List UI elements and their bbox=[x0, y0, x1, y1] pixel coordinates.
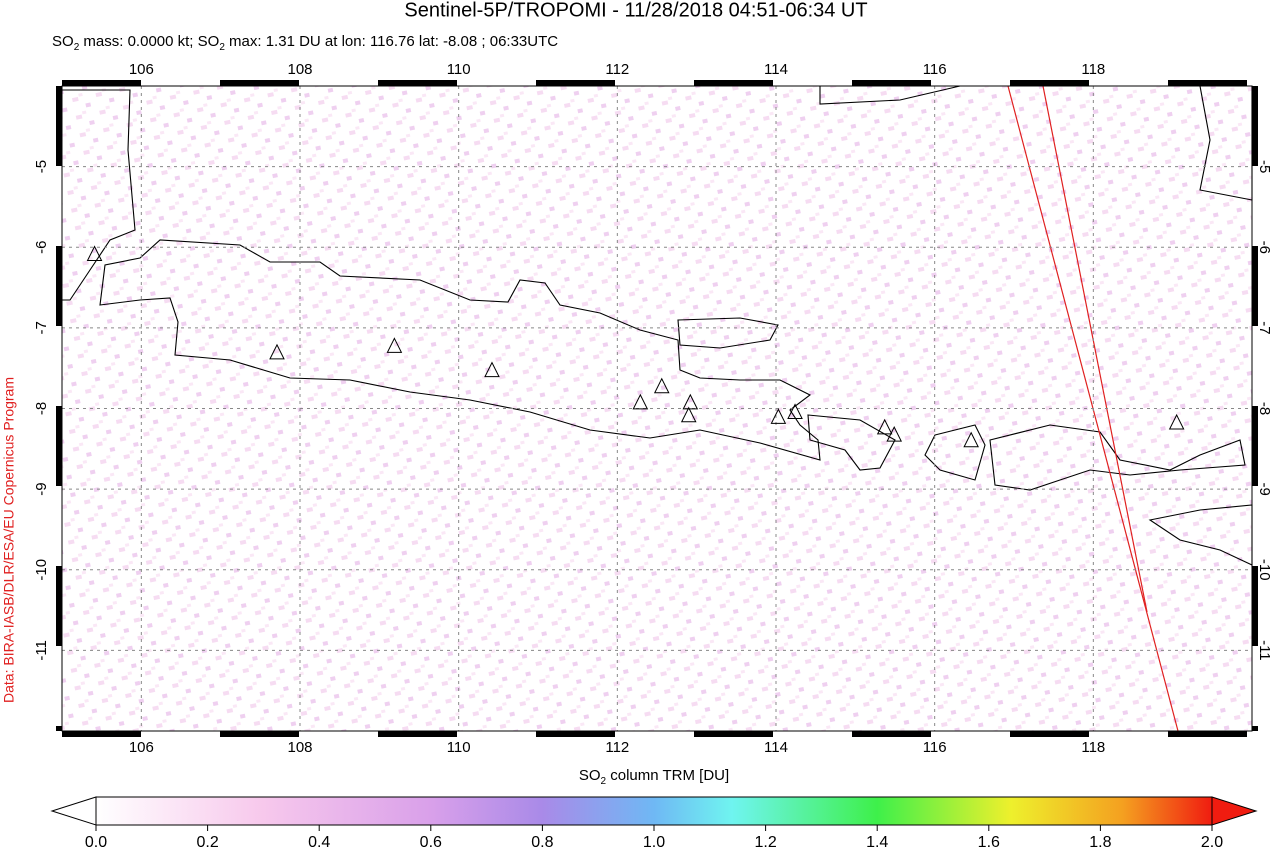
x-tick-label: 114 bbox=[764, 739, 788, 756]
y-tick-label-right: -6 bbox=[1256, 241, 1272, 254]
colorbar-label: SO2 column TRM [DU] bbox=[579, 767, 729, 787]
colorbar-tick-label: 1.6 bbox=[978, 834, 1000, 851]
x-tick-label-top: 116 bbox=[923, 61, 947, 78]
y-tick-label-right: -10 bbox=[1256, 559, 1272, 581]
volcano bbox=[484, 361, 500, 378]
y-tick-label: -7 bbox=[33, 321, 50, 334]
volcano bbox=[770, 408, 787, 424]
y-tick-label-right: -5 bbox=[1256, 160, 1272, 173]
volcano bbox=[680, 406, 697, 423]
colorbar-max-arrow bbox=[1211, 796, 1258, 826]
colorbar-tick-label: 0.6 bbox=[420, 834, 442, 851]
x-tick-label: 118 bbox=[1081, 739, 1105, 756]
colorbar-tick-label: 1.4 bbox=[866, 834, 888, 851]
colorbar-tick-label: 0.4 bbox=[308, 834, 330, 851]
volcano bbox=[787, 403, 803, 420]
x-tick-label: 116 bbox=[923, 739, 947, 756]
volcano bbox=[876, 418, 893, 435]
colorbar-tick-label: 0.0 bbox=[85, 834, 107, 851]
volcano bbox=[386, 337, 403, 353]
text-part: column TRM [DU] bbox=[606, 767, 729, 784]
x-tick-label-top: 114 bbox=[764, 61, 788, 78]
x-tick-label-top: 108 bbox=[287, 61, 312, 78]
colorbar-tick-label: 1.2 bbox=[754, 834, 776, 851]
text-part: mass: 0.0000 kt; SO bbox=[79, 33, 219, 50]
y-tick-label-right: -7 bbox=[1256, 321, 1272, 334]
colorbar-tick-label: 1.8 bbox=[1089, 834, 1111, 851]
subscript: 2 bbox=[219, 42, 225, 53]
volcano bbox=[86, 245, 103, 262]
y-tick-label: -10 bbox=[33, 559, 50, 581]
colorbar bbox=[95, 796, 1213, 826]
x-tick-label: 106 bbox=[129, 739, 154, 756]
x-tick-label-top: 110 bbox=[447, 61, 471, 78]
colorbar-tick-label: 0.2 bbox=[196, 834, 218, 851]
y-tick-label: -8 bbox=[33, 402, 50, 415]
y-tick-label-right: -9 bbox=[1256, 482, 1272, 495]
colorbar-min-arrow bbox=[50, 796, 97, 826]
y-tick-label-right: -8 bbox=[1256, 402, 1272, 415]
title: Sentinel-5P/TROPOMI - 11/28/2018 04:51-0… bbox=[404, 0, 867, 21]
subscript: 2 bbox=[74, 42, 80, 53]
volcano bbox=[963, 431, 979, 448]
y-tick-label-right: -11 bbox=[1256, 640, 1272, 661]
volcano bbox=[632, 393, 649, 410]
volcano bbox=[653, 377, 670, 394]
volcano bbox=[682, 393, 699, 410]
text-part: SO bbox=[579, 767, 601, 784]
x-tick-label-top: 112 bbox=[605, 61, 629, 78]
text-part: SO bbox=[52, 33, 74, 50]
y-tick-label: -11 bbox=[33, 640, 50, 661]
x-tick-label: 112 bbox=[605, 739, 629, 756]
y-tick-label: -6 bbox=[33, 241, 50, 254]
y-tick-label: -9 bbox=[33, 482, 50, 495]
volcano bbox=[269, 343, 285, 360]
text-part: max: 1.31 DU at lon: 116.76 lat: -8.08 ;… bbox=[225, 33, 558, 50]
volcano bbox=[1168, 413, 1185, 430]
subtitle: SO2 mass: 0.0000 kt; SO2 max: 1.31 DU at… bbox=[52, 33, 558, 53]
colorbar-tick-label: 2.0 bbox=[1201, 834, 1223, 851]
subscript: 2 bbox=[601, 776, 607, 787]
x-tick-label: 108 bbox=[287, 739, 312, 756]
colorbar-tick-label: 0.8 bbox=[531, 834, 553, 851]
x-tick-label-top: 106 bbox=[129, 61, 154, 78]
x-tick-label: 110 bbox=[447, 739, 471, 756]
volcano bbox=[886, 425, 903, 442]
map-frame bbox=[56, 80, 1258, 737]
x-tick-label-top: 118 bbox=[1081, 61, 1105, 78]
colorbar-tick-label: 1.0 bbox=[643, 834, 665, 851]
credit: Data: BIRA-IASB/DLR/ESA/EU Copernicus Pr… bbox=[1, 377, 17, 703]
y-tick-label: -5 bbox=[33, 160, 50, 173]
